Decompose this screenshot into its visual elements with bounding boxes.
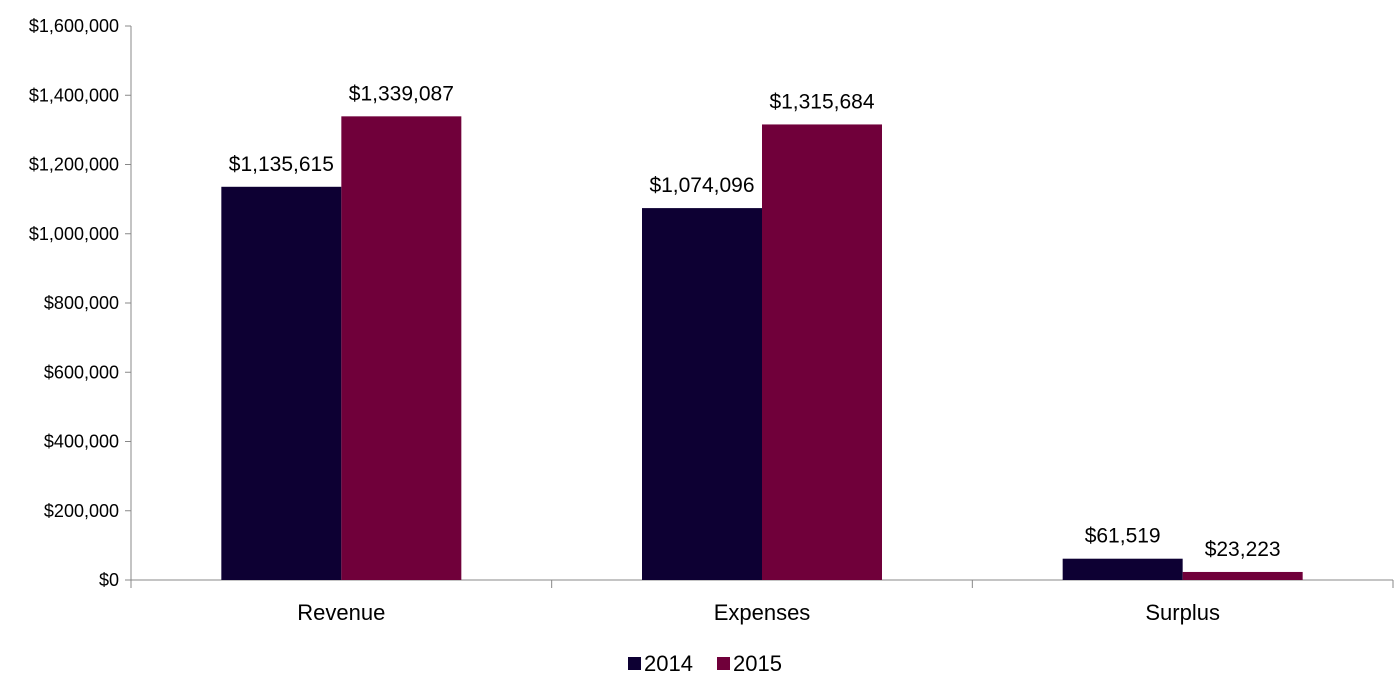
category-label: Expenses bbox=[714, 600, 811, 625]
y-tick-label: $1,200,000 bbox=[29, 155, 119, 175]
y-tick-label: $0 bbox=[99, 570, 119, 590]
bars bbox=[221, 116, 1303, 581]
legend-label: 2015 bbox=[733, 651, 782, 673]
y-tick-label: $400,000 bbox=[44, 432, 119, 452]
data-label: $23,223 bbox=[1205, 538, 1281, 561]
bar-2015-expenses bbox=[762, 124, 882, 581]
y-axis-ticks: $0 $200,000 $400,000 $600,000 $800,000 $1,000… bbox=[29, 16, 131, 590]
y-tick-label: $1,000,000 bbox=[29, 224, 119, 244]
y-tick-label: $1,400,000 bbox=[29, 85, 119, 105]
category-label: Revenue bbox=[297, 600, 385, 625]
category-label: Surplus bbox=[1145, 600, 1220, 625]
bar-2014-expenses bbox=[642, 208, 762, 581]
y-tick-label: $800,000 bbox=[44, 293, 119, 313]
bar-2014-surplus bbox=[1062, 558, 1183, 580]
category-labels: Revenue Expenses Surplus bbox=[297, 600, 1220, 625]
data-label: $1,135,615 bbox=[229, 153, 334, 176]
data-label: $1,339,087 bbox=[349, 82, 454, 105]
legend-swatch bbox=[717, 657, 730, 670]
data-label: $1,074,096 bbox=[649, 174, 754, 197]
data-label: $61,519 bbox=[1085, 525, 1161, 548]
y-tick-label: $600,000 bbox=[44, 362, 119, 382]
legend-swatch bbox=[628, 657, 641, 670]
legend-label: 2014 bbox=[644, 651, 693, 673]
legend: 2014 2015 bbox=[628, 651, 782, 673]
y-tick-label: $1,600,000 bbox=[29, 16, 119, 36]
bar-2015-revenue bbox=[341, 116, 462, 580]
y-tick-label: $200,000 bbox=[44, 501, 119, 521]
bar-2015-surplus bbox=[1182, 571, 1303, 580]
data-labels: $1,135,615 $1,339,087 $1,074,096 $1,315,684… bbox=[229, 82, 1281, 561]
data-label: $1,315,684 bbox=[769, 90, 874, 113]
bar-2014-revenue bbox=[221, 186, 342, 580]
